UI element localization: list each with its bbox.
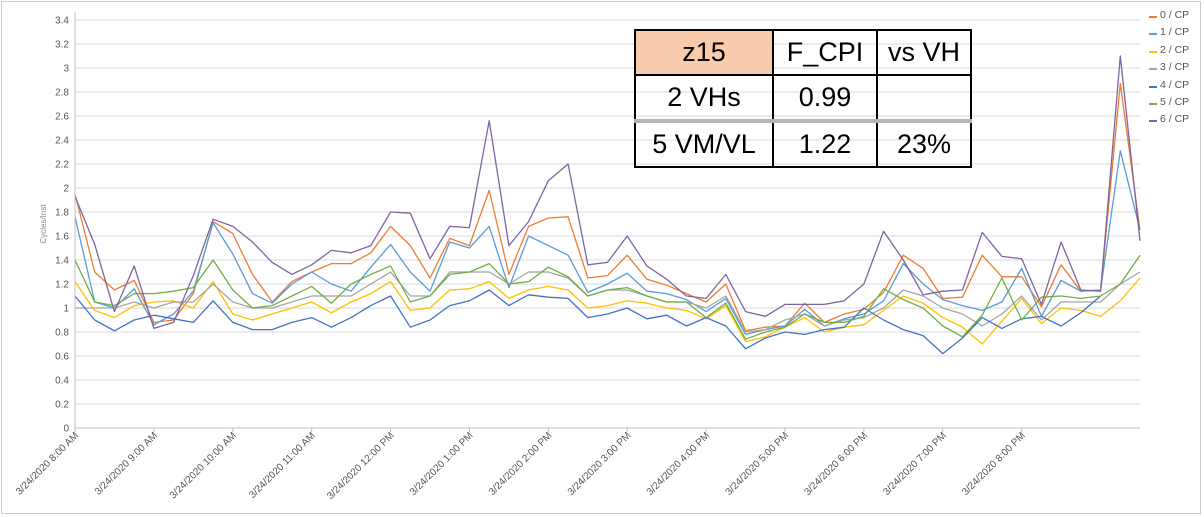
legend-label: 1 / CP	[1160, 26, 1190, 39]
y-tick-label: 0.4	[55, 376, 69, 387]
legend-swatch	[1149, 33, 1157, 36]
table-cell: 0.99	[772, 74, 878, 122]
y-tick-label: 1	[63, 304, 69, 315]
x-tick-label: 3/24/2020 6:00 PM	[802, 430, 870, 498]
x-tick-label: 3/24/2020 4:00 PM	[645, 430, 713, 498]
x-tick-label: 3/24/2020 7:00 PM	[881, 430, 949, 498]
y-tick-label: 2.2	[55, 160, 69, 171]
table-row: z15 F_CPI vs VH	[634, 29, 972, 76]
legend-label: 0 / CP	[1160, 9, 1190, 21]
table-cell: vs VH	[876, 29, 972, 76]
y-tick-label: 3.2	[55, 40, 69, 51]
legend-item: 6 / CP	[1149, 113, 1201, 130]
y-tick-label: 1.4	[55, 256, 69, 267]
x-tick-label: 3/24/2020 2:00 PM	[487, 430, 555, 498]
table-cell: F_CPI	[772, 29, 878, 76]
table-cell: 23%	[876, 119, 972, 168]
series-line	[74, 150, 1141, 336]
x-axis-ticks: 3/24/2020 8:00 AM 3/24/2020 9:00 AM 3/24/2…	[14, 430, 1028, 501]
legend-swatch	[1149, 120, 1157, 123]
y-tick-label: 0.8	[55, 328, 69, 339]
series-line	[74, 55, 1141, 330]
y-tick-label: 1.6	[55, 232, 69, 243]
legend-swatch	[1149, 16, 1157, 18]
y-tick-label: 3	[63, 64, 69, 75]
y-tick-label: 3.4	[55, 16, 69, 27]
table-cell: 2 VHs	[634, 74, 774, 122]
x-tick-label: 3/24/2020 3:00 PM	[566, 430, 634, 498]
x-tick-label: 3/24/2020 12:00 PM	[325, 430, 396, 501]
series-lines	[74, 55, 1141, 355]
legend-item: 2 / CP	[1149, 44, 1201, 61]
cpi-comparison-table: z15 F_CPI vs VH 2 VHs 0.99 5 VM/VL 1.22 …	[634, 29, 972, 168]
y-tick-label: 1.2	[55, 280, 69, 291]
grid-lines	[74, 19, 1140, 432]
legend-label: 3 / CP	[1160, 61, 1190, 74]
legend-item: 5 / CP	[1149, 96, 1201, 113]
series-line	[74, 82, 1141, 332]
legend-item: 4 / CP	[1149, 79, 1201, 96]
y-tick-label: 0.2	[55, 400, 69, 411]
x-tick-label: 3/24/2020 5:00 PM	[724, 430, 792, 498]
y-tick-label: 1.8	[55, 208, 69, 219]
x-tick-label: 3/24/2020 11:00 AM	[247, 430, 318, 501]
table-cell	[876, 74, 972, 122]
legend-label: 2 / CP	[1160, 43, 1190, 56]
x-tick-label: 3/24/2020 10:00 AM	[168, 430, 239, 501]
x-tick-label: 3/24/2020 8:00 PM	[960, 430, 1028, 498]
y-tick-label: 2	[63, 184, 69, 195]
x-tick-label: 3/24/2020 9:00 AM	[93, 430, 160, 497]
y-axis-ticks: 0 0.2 0.4 0.6 0.8 1 1.2 1.4 1.6 1.8 2 2.2 2.4 2.6 2.8 3…	[55, 16, 69, 435]
legend-label: 5 / CP	[1160, 95, 1190, 108]
series-line	[74, 289, 1102, 355]
legend-item: 1 / CP	[1149, 26, 1201, 43]
table-row: 5 VM/VL 1.22 23%	[634, 119, 972, 168]
x-tick-label: 3/24/2020 8:00 AM	[14, 430, 81, 497]
legend-label: 6 / CP	[1160, 113, 1190, 126]
legend-item: 0 / CP	[1149, 9, 1201, 26]
y-tick-label: 0	[63, 424, 69, 435]
legend-label: 4 / CP	[1160, 78, 1190, 91]
table-cell: z15	[634, 29, 774, 76]
y-tick-label: 2.6	[55, 112, 69, 123]
series-line	[74, 277, 1141, 345]
y-tick-label: 2.8	[55, 88, 69, 99]
legend-swatch	[1149, 85, 1157, 88]
table-row: 2 VHs 0.99	[634, 74, 972, 122]
y-tick-label: 2.4	[55, 136, 69, 147]
legend-item: 3 / CP	[1149, 61, 1201, 78]
legend-swatch	[1149, 102, 1157, 105]
legend-swatch	[1149, 68, 1157, 71]
y-axis-label: Cycles/Inst	[39, 204, 48, 244]
table-cell: 1.22	[772, 119, 878, 168]
y-tick-label: 0.6	[55, 352, 69, 363]
legend-swatch	[1149, 50, 1157, 53]
series-line	[74, 254, 1141, 340]
table-cell: 5 VM/VL	[634, 119, 774, 168]
legend: 0 / CP 1 / CP 2 / CP 3 / CP 4 / CP 5 / CP 6 / …	[1149, 9, 1201, 131]
x-tick-label: 3/24/2020 1:00 PM	[408, 430, 476, 498]
